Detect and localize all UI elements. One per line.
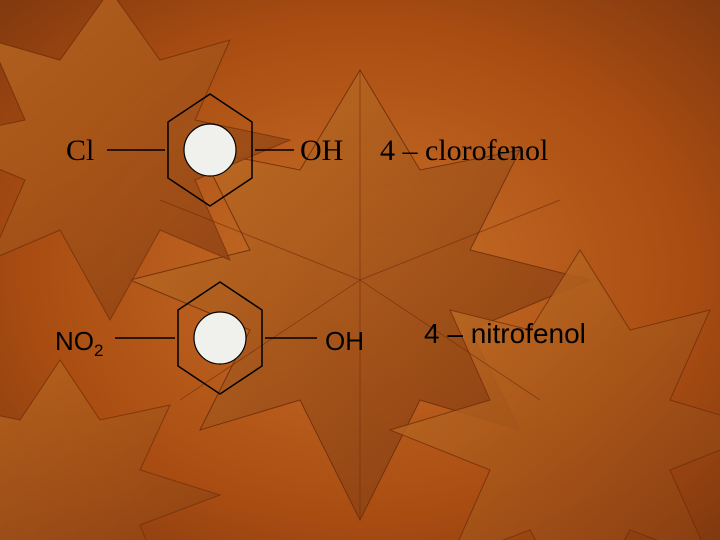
no2-base: NO [55,326,94,356]
compound-name-2: 4 – nitrofenol [424,318,586,350]
substituent-right-2: OH [325,326,364,357]
molecule-2 [0,0,720,540]
diagram-layer: Cl OH 4 – clorofenol NO2 OH 4 – nitrofen… [0,0,720,540]
benzene-ring-2 [178,282,262,394]
substituent-left-2: NO2 [55,326,103,361]
no2-sub: 2 [94,341,103,360]
